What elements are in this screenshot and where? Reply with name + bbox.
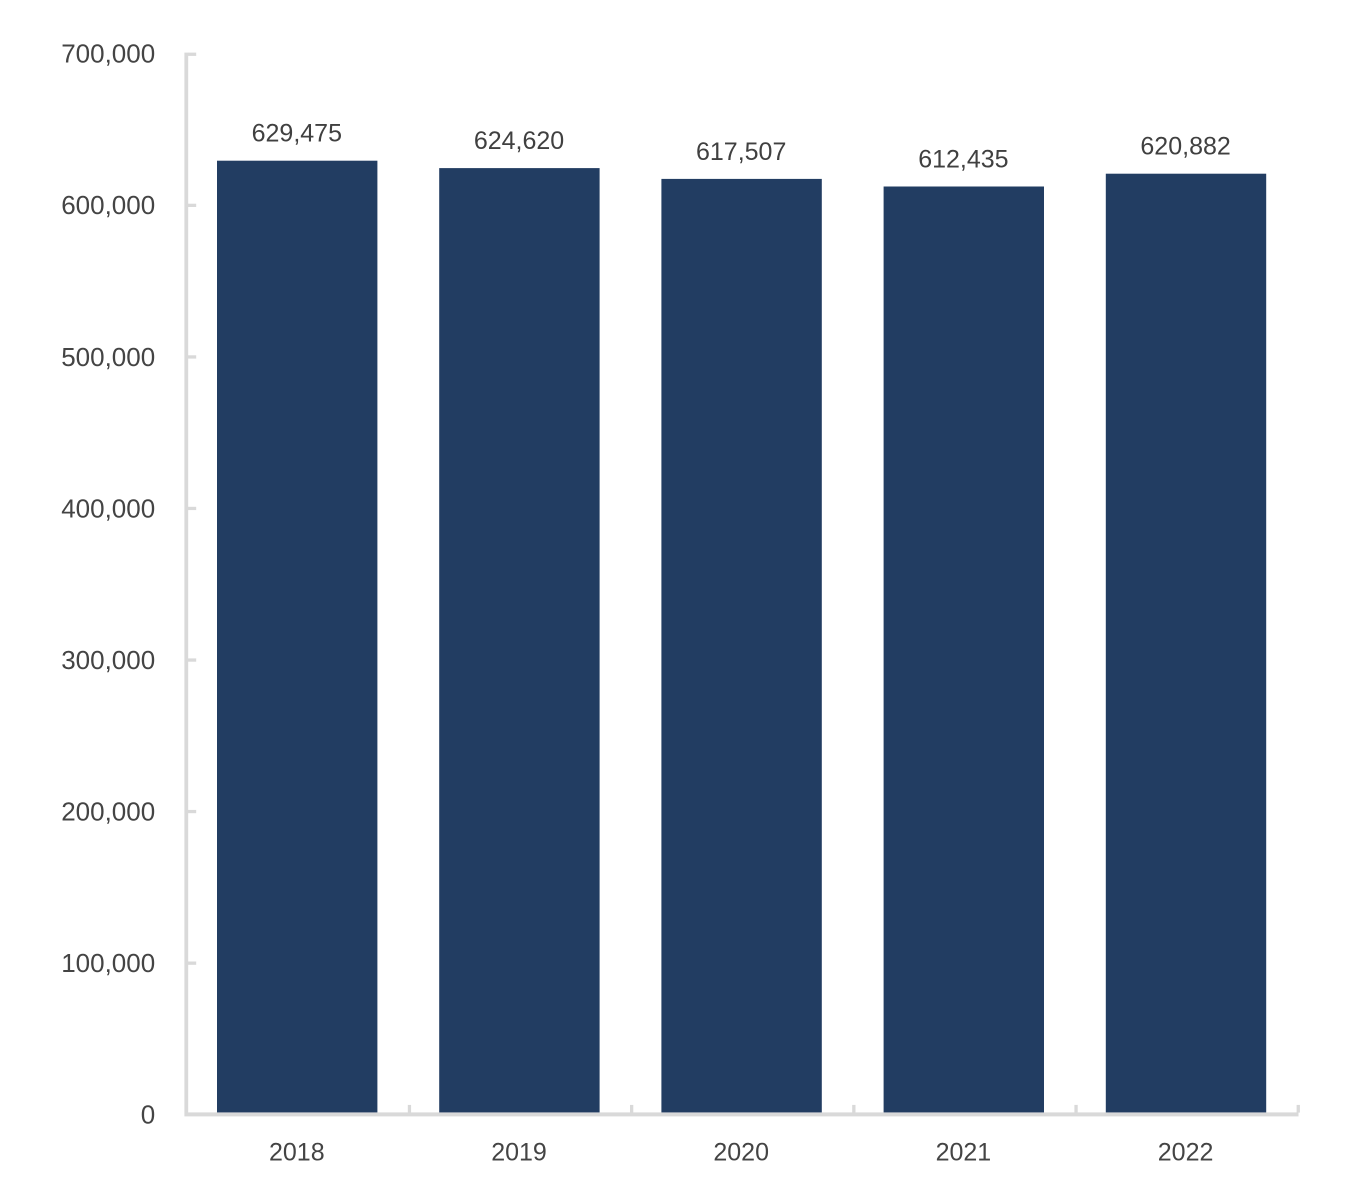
svg-text:200,000: 200,000 — [61, 796, 155, 826]
svg-text:0: 0 — [141, 1100, 155, 1130]
svg-text:700,000: 700,000 — [61, 39, 155, 69]
svg-text:300,000: 300,000 — [61, 645, 155, 675]
svg-text:612,435: 612,435 — [918, 146, 1008, 174]
svg-text:624,620: 624,620 — [474, 127, 564, 155]
svg-text:2021: 2021 — [936, 1139, 992, 1167]
svg-text:2020: 2020 — [713, 1139, 769, 1167]
svg-text:629,475: 629,475 — [252, 120, 342, 148]
svg-text:600,000: 600,000 — [61, 190, 155, 220]
svg-text:100,000: 100,000 — [61, 948, 155, 978]
svg-text:500,000: 500,000 — [61, 342, 155, 372]
svg-text:617,507: 617,507 — [696, 138, 786, 166]
svg-text:400,000: 400,000 — [61, 493, 155, 523]
svg-text:620,882: 620,882 — [1140, 133, 1230, 161]
svg-text:2019: 2019 — [491, 1139, 547, 1167]
svg-text:2022: 2022 — [1158, 1139, 1214, 1167]
svg-text:2018: 2018 — [269, 1139, 325, 1167]
